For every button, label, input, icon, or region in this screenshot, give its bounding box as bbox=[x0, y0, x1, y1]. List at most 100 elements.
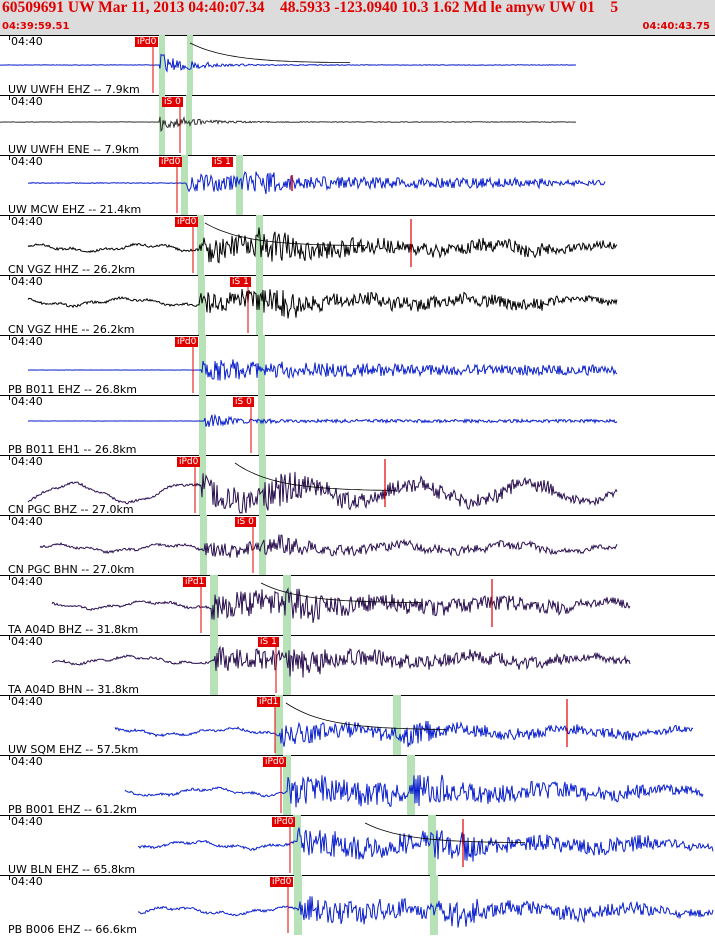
panel-divider bbox=[0, 395, 715, 396]
seismogram-panel[interactable]: 04:40 UW UWFH ENE -- 7.9km iS 0 bbox=[0, 95, 715, 155]
panel-start-time: 04:40 bbox=[11, 275, 43, 288]
seismogram-panel[interactable]: 04:40 CN VGZ HHZ -- 26.2km iPd0 bbox=[0, 215, 715, 275]
event-header: 60509691 UW Mar 11, 2013 04:40:07.34 48.… bbox=[0, 0, 715, 35]
phase-pick-label[interactable]: iPd0 bbox=[177, 457, 201, 467]
seismogram-panel[interactable]: 04:40 CN PGC BHZ -- 27.0km iPd0 bbox=[0, 455, 715, 515]
phase-pick-label[interactable]: iS 1 bbox=[258, 637, 279, 647]
phase-pick-label[interactable]: iPd0 bbox=[175, 217, 199, 227]
waveform-plot bbox=[0, 95, 576, 155]
panel-divider bbox=[0, 515, 715, 516]
waveform-plot bbox=[124, 755, 704, 815]
time-tick bbox=[9, 636, 10, 640]
phase-window-band bbox=[159, 35, 165, 95]
coda-decay-line bbox=[204, 222, 366, 246]
panel-start-time: 04:40 bbox=[11, 515, 43, 528]
panel-divider bbox=[0, 695, 715, 696]
waveform-plot bbox=[39, 515, 618, 575]
waveform-plot bbox=[0, 35, 577, 95]
phase-window-band bbox=[210, 635, 218, 695]
time-tick bbox=[9, 576, 10, 580]
waveform-trace bbox=[28, 359, 618, 381]
seismogram-panel[interactable]: 04:40 UW SQM EHZ -- 57.5km iPd1 bbox=[0, 695, 715, 755]
phase-pick-label[interactable]: iPd0 bbox=[135, 37, 159, 47]
phase-pick-label[interactable]: iS 0 bbox=[233, 397, 254, 407]
time-tick bbox=[9, 336, 10, 340]
phase-pick-label[interactable]: iPd0 bbox=[263, 757, 287, 767]
phase-pick-label[interactable]: iS 1 bbox=[212, 157, 233, 167]
waveform-plot bbox=[27, 455, 618, 515]
coda-decay-line bbox=[189, 42, 350, 63]
phase-pick-label[interactable]: iS 0 bbox=[235, 517, 256, 527]
seismogram-panel[interactable]: 04:40 TA A04D BHZ -- 31.8km iPd1 bbox=[0, 575, 715, 635]
waveform-trace bbox=[114, 720, 694, 748]
station-label: TA A04D BHN -- 31.8km bbox=[8, 683, 139, 696]
station-label: PB B001 EHZ -- 61.2km bbox=[8, 803, 137, 816]
seismogram-panel[interactable]: 04:40 UW BLN EHZ -- 65.8km iPd0 bbox=[0, 815, 715, 875]
phase-window-band bbox=[199, 395, 206, 455]
seismogram-panel[interactable]: 04:40 PB B006 EHZ -- 66.6km iPd0 bbox=[0, 875, 715, 935]
station-label: PB B006 EHZ -- 66.6km bbox=[8, 923, 137, 936]
panel-start-time: 04:40 bbox=[11, 635, 43, 648]
panel-divider bbox=[0, 95, 715, 96]
station-label: TA A04D BHZ -- 31.8km bbox=[8, 623, 139, 636]
waveform-trace bbox=[27, 288, 618, 319]
phase-window-band bbox=[210, 575, 218, 635]
panel-start-time: 04:40 bbox=[11, 215, 43, 228]
seismogram-panel[interactable]: 04:40 TA A04D BHN -- 31.8km iS 1 bbox=[0, 635, 715, 695]
waveform-trace bbox=[124, 774, 704, 808]
panel-divider bbox=[0, 335, 715, 336]
event-title: 60509691 UW Mar 11, 2013 04:40:07.34 48.… bbox=[2, 0, 619, 16]
phase-window-band bbox=[259, 455, 266, 515]
phase-window-band bbox=[283, 575, 291, 635]
panel-divider bbox=[0, 635, 715, 636]
seismogram-panel[interactable]: 04:40 CN VGZ HHE -- 26.2km iS 1 bbox=[0, 275, 715, 335]
phase-pick-label[interactable]: iPd1 bbox=[183, 577, 207, 587]
coda-decay-line bbox=[260, 582, 421, 603]
waveform-plot bbox=[137, 815, 714, 875]
waveform-trace bbox=[27, 227, 618, 264]
phase-window-band bbox=[186, 95, 192, 155]
phase-window-band bbox=[256, 215, 263, 275]
panel-start-time: 04:40 bbox=[11, 455, 43, 468]
phase-pick-label[interactable]: iPd0 bbox=[270, 877, 294, 887]
phase-pick-label[interactable]: iS 1 bbox=[230, 277, 251, 287]
seismogram-panel[interactable]: 04:40 UW UWFH EHZ -- 7.9km iPd0 bbox=[0, 35, 715, 95]
station-label: UW UWFH EHZ -- 7.9km bbox=[8, 83, 140, 96]
waveform-plot bbox=[27, 275, 618, 335]
phase-pick-label[interactable]: iPd0 bbox=[175, 337, 199, 347]
phase-window-band bbox=[258, 395, 265, 455]
seismogram-panel[interactable]: 04:40 PB B011 EH1 -- 26.8km iS 0 bbox=[0, 395, 715, 455]
phase-pick-label[interactable]: iPd1 bbox=[257, 697, 281, 707]
seismogram-panel[interactable]: 04:40 UW MCW EHZ -- 21.4km iPd0 iS 1 bbox=[0, 155, 715, 215]
waveform-trace bbox=[51, 645, 631, 678]
phase-window-band bbox=[198, 275, 205, 335]
panel-divider bbox=[0, 815, 715, 816]
station-label: CN VGZ HHE -- 26.2km bbox=[8, 323, 135, 336]
panel-start-time: 04:40 bbox=[11, 695, 43, 708]
seismogram-panel[interactable]: 04:40 PB B001 EHZ -- 61.2km iPd0 bbox=[0, 755, 715, 815]
time-tick bbox=[9, 216, 10, 220]
panel-divider bbox=[0, 575, 715, 576]
phase-pick-label[interactable]: iS 0 bbox=[162, 97, 183, 107]
phase-window-band bbox=[294, 875, 302, 935]
panel-divider bbox=[0, 155, 715, 156]
station-label: UW SQM EHZ -- 57.5km bbox=[8, 743, 139, 756]
time-tick bbox=[9, 156, 10, 160]
time-start: 04:39:59.51 bbox=[2, 21, 70, 32]
time-tick bbox=[9, 276, 10, 280]
phase-window-band bbox=[236, 155, 243, 215]
phase-pick-label[interactable]: iPd0 bbox=[159, 157, 183, 167]
waveform-plot bbox=[51, 635, 631, 695]
panel-start-time: 04:40 bbox=[11, 35, 43, 48]
waveform-plot bbox=[27, 215, 618, 275]
station-label: CN PGC BHN -- 27.0km bbox=[8, 563, 135, 576]
phase-window-band bbox=[258, 335, 265, 395]
seismogram-panel[interactable]: 04:40 PB B011 EHZ -- 26.8km iPd0 bbox=[0, 335, 715, 395]
phase-window-band bbox=[428, 815, 436, 875]
phase-window-band bbox=[430, 875, 438, 935]
time-tick bbox=[9, 876, 10, 880]
station-label: UW UWFH ENE -- 7.9km bbox=[8, 143, 140, 156]
seismogram-panel[interactable]: 04:40 CN PGC BHN -- 27.0km iS 0 bbox=[0, 515, 715, 575]
phase-pick-label[interactable]: iPd0 bbox=[272, 817, 296, 827]
coda-decay-line bbox=[234, 462, 396, 491]
